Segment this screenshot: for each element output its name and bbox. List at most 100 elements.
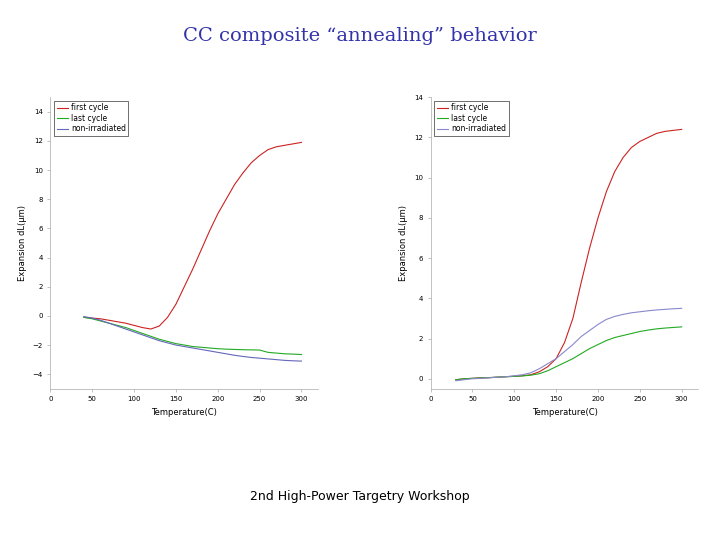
- non-irradiated: [264, 356, 272, 362]
- first cycle: [272, 144, 281, 150]
- first cycle: [280, 142, 289, 149]
- Legend: first cycle, last cycle, non-irradiated: first cycle, last cycle, non-irradiated: [434, 101, 508, 136]
- non-irradiated: [493, 374, 502, 380]
- non-irradiated: [669, 306, 678, 312]
- non-irradiated: [138, 332, 147, 338]
- non-irradiated: [569, 341, 577, 348]
- Text: CC composite “annealing” behavior: CC composite “annealing” behavior: [183, 27, 537, 45]
- non-irradiated: [518, 372, 527, 378]
- non-irradiated: [256, 355, 264, 361]
- non-irradiated: [122, 326, 130, 332]
- first cycle: [602, 188, 611, 195]
- first cycle: [130, 322, 138, 329]
- non-irradiated: [636, 308, 644, 315]
- last cycle: [535, 370, 544, 377]
- X-axis label: Temperature(C): Temperature(C): [531, 408, 598, 417]
- first cycle: [493, 374, 502, 380]
- last cycle: [661, 325, 670, 332]
- Line: last cycle: last cycle: [456, 327, 682, 380]
- non-irradiated: [618, 311, 627, 318]
- non-irradiated: [627, 309, 636, 316]
- non-irradiated: [197, 346, 205, 353]
- non-irradiated: [79, 313, 88, 320]
- last cycle: [451, 376, 460, 383]
- last cycle: [510, 373, 518, 380]
- last cycle: [222, 346, 230, 353]
- non-irradiated: [238, 353, 247, 360]
- non-irradiated: [205, 348, 214, 354]
- first cycle: [644, 134, 652, 140]
- last cycle: [163, 338, 172, 345]
- last cycle: [180, 342, 189, 348]
- last cycle: [477, 375, 485, 381]
- last cycle: [611, 334, 619, 341]
- last cycle: [197, 344, 205, 350]
- non-irradiated: [189, 345, 197, 351]
- non-irradiated: [460, 376, 469, 383]
- last cycle: [256, 347, 264, 353]
- non-irradiated: [644, 308, 652, 314]
- Line: first cycle: first cycle: [84, 143, 302, 329]
- first cycle: [569, 315, 577, 322]
- first cycle: [163, 314, 172, 321]
- first cycle: [594, 214, 603, 221]
- first cycle: [88, 315, 96, 321]
- first cycle: [460, 375, 469, 382]
- last cycle: [189, 343, 197, 350]
- first cycle: [577, 279, 585, 286]
- first cycle: [146, 326, 155, 332]
- first cycle: [230, 181, 239, 188]
- first cycle: [247, 160, 256, 166]
- non-irradiated: [661, 306, 670, 313]
- last cycle: [138, 330, 147, 336]
- first cycle: [552, 355, 560, 362]
- last cycle: [627, 330, 636, 337]
- first cycle: [297, 139, 306, 146]
- last cycle: [560, 360, 569, 366]
- first cycle: [678, 126, 686, 133]
- non-irradiated: [297, 358, 306, 365]
- first cycle: [560, 339, 569, 346]
- last cycle: [171, 340, 180, 347]
- last cycle: [113, 322, 122, 329]
- first cycle: [213, 211, 222, 217]
- non-irradiated: [213, 349, 222, 355]
- last cycle: [669, 324, 678, 330]
- non-irradiated: [577, 333, 585, 340]
- last cycle: [585, 346, 594, 352]
- first cycle: [264, 146, 272, 153]
- last cycle: [678, 323, 686, 330]
- non-irradiated: [180, 343, 189, 350]
- first cycle: [510, 373, 518, 380]
- last cycle: [518, 373, 527, 379]
- non-irradiated: [560, 348, 569, 355]
- non-irradiated: [96, 317, 105, 323]
- first cycle: [627, 144, 636, 151]
- last cycle: [272, 350, 281, 356]
- last cycle: [79, 314, 88, 321]
- first cycle: [205, 228, 214, 234]
- first cycle: [518, 373, 527, 379]
- non-irradiated: [146, 334, 155, 341]
- first cycle: [104, 317, 113, 323]
- last cycle: [527, 372, 536, 379]
- last cycle: [594, 341, 603, 348]
- Text: 2nd High-Power Targetry Workshop: 2nd High-Power Targetry Workshop: [250, 490, 470, 503]
- first cycle: [197, 247, 205, 254]
- non-irradiated: [594, 321, 603, 328]
- non-irradiated: [552, 355, 560, 362]
- non-irradiated: [247, 354, 256, 361]
- first cycle: [544, 363, 552, 370]
- first cycle: [189, 266, 197, 273]
- Y-axis label: Expansion dL(µm): Expansion dL(µm): [400, 205, 408, 281]
- Legend: first cycle, last cycle, non-irradiated: first cycle, last cycle, non-irradiated: [54, 101, 128, 136]
- non-irradiated: [652, 307, 661, 313]
- first cycle: [138, 325, 147, 331]
- last cycle: [104, 320, 113, 326]
- last cycle: [652, 326, 661, 332]
- non-irradiated: [171, 342, 180, 348]
- first cycle: [618, 154, 627, 161]
- last cycle: [468, 375, 477, 382]
- last cycle: [130, 327, 138, 334]
- first cycle: [238, 170, 247, 176]
